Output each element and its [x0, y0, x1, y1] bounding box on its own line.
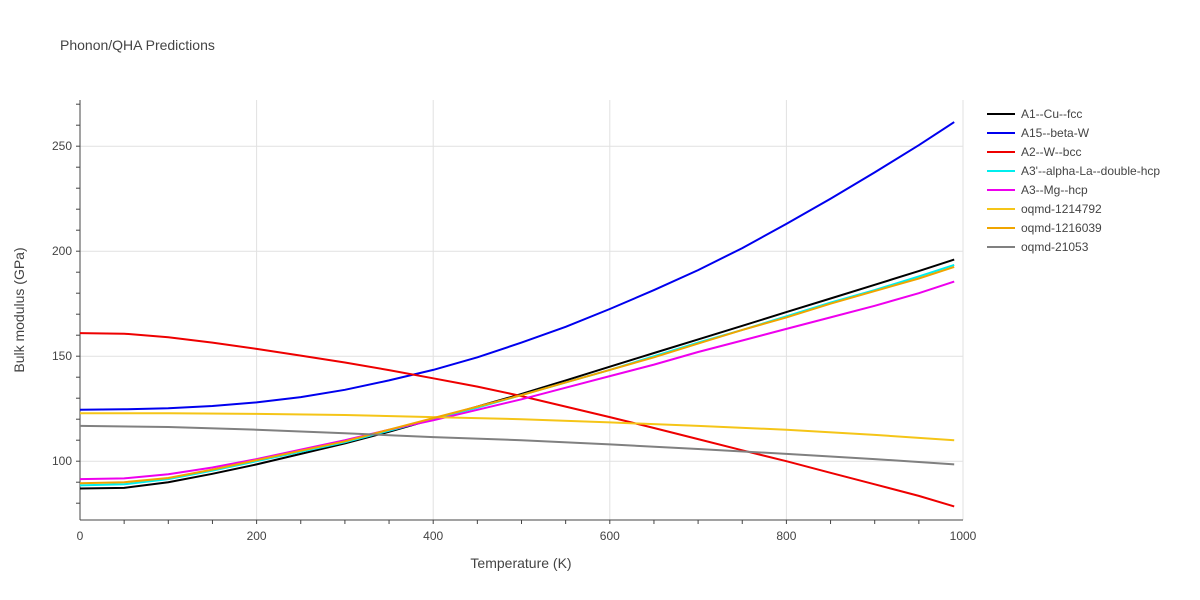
y-axis-title: Bulk modulus (GPa): [11, 247, 27, 372]
legend-item[interactable]: A3'--alpha-La--double-hcp: [987, 164, 1160, 178]
legend-label: A2--W--bcc: [1021, 145, 1081, 159]
y-tick-label: 250: [52, 139, 72, 153]
y-tick-label: 200: [52, 244, 72, 258]
x-tick-label: 800: [776, 529, 796, 543]
x-tick-label: 0: [77, 529, 84, 543]
series-line-1: [79, 121, 955, 411]
legend-label: A15--beta-W: [1021, 126, 1090, 140]
series-line-7: [79, 424, 955, 466]
series-lines: [79, 121, 955, 508]
series-line-0: [79, 258, 955, 490]
series-line-4: [79, 280, 955, 481]
y-tick-label: 100: [52, 454, 72, 468]
axes: [76, 100, 963, 524]
legend-item[interactable]: oqmd-21053: [987, 240, 1089, 254]
legend-item[interactable]: A3--Mg--hcp: [987, 183, 1088, 197]
legend-item[interactable]: oqmd-1216039: [987, 221, 1102, 235]
x-tick-label: 600: [600, 529, 620, 543]
x-tick-labels: 0 200 400 600 800 1000: [77, 529, 977, 543]
legend-label: oqmd-1214792: [1021, 202, 1102, 216]
legend[interactable]: A1--Cu--fcc A15--beta-W A2--W--bcc A3'--alp…: [987, 107, 1160, 254]
legend-item[interactable]: A2--W--bcc: [987, 145, 1081, 159]
gridlines: [80, 100, 964, 520]
legend-label: A3--Mg--hcp: [1021, 183, 1088, 197]
y-tick-label: 150: [52, 349, 72, 363]
x-tick-label: 200: [247, 529, 267, 543]
legend-label: A3'--alpha-La--double-hcp: [1021, 164, 1160, 178]
series-line-3: [79, 263, 955, 487]
y-tick-labels: 100 150 200 250: [52, 139, 72, 468]
series-line-6: [79, 265, 955, 485]
legend-item[interactable]: oqmd-1214792: [987, 202, 1102, 216]
x-tick-label: 400: [423, 529, 443, 543]
x-axis-title: Temperature (K): [470, 555, 571, 571]
legend-label: A1--Cu--fcc: [1021, 107, 1082, 121]
legend-label: oqmd-1216039: [1021, 221, 1102, 235]
x-tick-label: 1000: [950, 529, 977, 543]
series-line-5: [80, 412, 955, 442]
legend-item[interactable]: A1--Cu--fcc: [987, 107, 1082, 121]
chart-title: Phonon/QHA Predictions: [60, 37, 215, 53]
legend-item[interactable]: A15--beta-W: [987, 126, 1090, 140]
legend-label: oqmd-21053: [1021, 240, 1089, 254]
